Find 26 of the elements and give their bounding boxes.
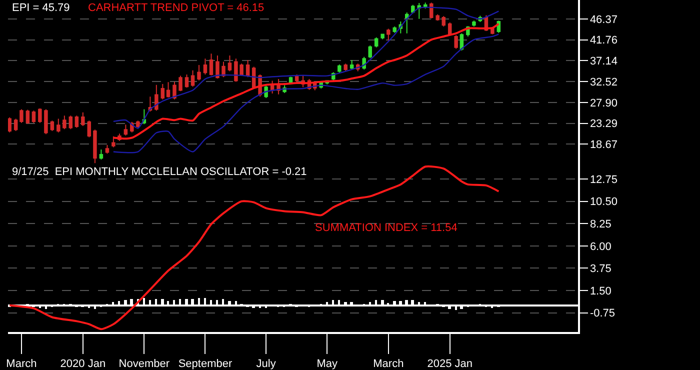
series-label: SUMMATION INDEX = 11.54 [315,222,458,234]
annotation: EPI = 45.79 [12,2,70,14]
y-tick-label: 37.14 [590,56,618,68]
y-tick-label: 23.29 [590,118,618,130]
x-tick-label: March [373,358,404,370]
y-tick-label: 46.37 [590,14,618,26]
y-tick-label: 6.00 [590,240,612,253]
y-tick-label: 18.67 [590,139,618,152]
y-tick-label: 12.75 [590,174,618,186]
x-tick-label: September [178,358,232,370]
text: CARHARTT TREND PIVOT = 46.15 [88,2,264,14]
y-tick-label: 41.76 [590,34,618,47]
y-tick-label: 3.75 [590,263,612,276]
y-tick-label: 1.50 [590,285,612,298]
x-tick-label: 2025 Jan [427,358,472,370]
y-tick-label: 32.52 [590,76,618,88]
x-tick-label: May [316,358,338,370]
x-tick-label: March [6,358,37,370]
text: 9/17/25 EPI MONTHLY MCCLELLAN OSCILLATOR = -0.21 [12,166,307,178]
y-tick-label: 10.50 [590,196,618,208]
x-tick-label: November [118,358,170,370]
x-tick-label: July [256,358,276,370]
y-tick-label: -0.75 [590,308,616,320]
x-tick-label: 2020 Jan [60,358,106,370]
y-tick-label: 27.90 [590,97,618,110]
y-tick-label: 8.25 [590,218,612,230]
